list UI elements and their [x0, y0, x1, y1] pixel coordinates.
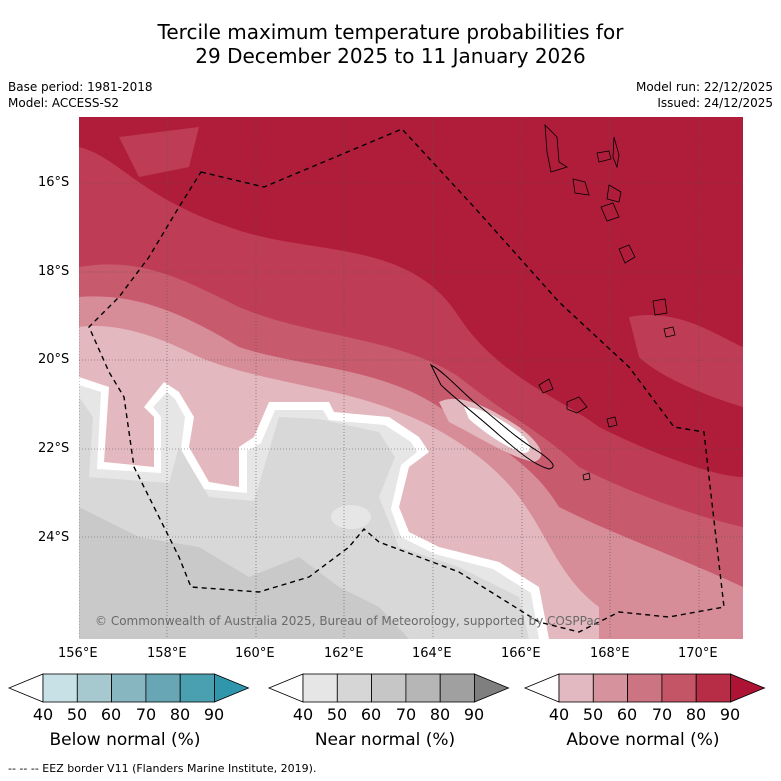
cbar-above-tick-90: 90: [719, 705, 741, 724]
map-copyright: © Commonwealth of Australia 2025, Bureau…: [95, 614, 601, 628]
cbar-above-tick-40: 40: [548, 705, 570, 724]
cbar-below-segment: [42, 673, 78, 703]
cbar-near-high-arrow: [474, 673, 510, 703]
lat-tick-20s: 20°S: [38, 352, 70, 367]
island-outline: [538, 378, 554, 394]
cbar-above-segment: [592, 673, 628, 703]
lon-tick-156e: 156°E: [58, 646, 98, 661]
region-above-80-north: [119, 127, 199, 177]
lat-tick-24s: 24°S: [38, 530, 70, 545]
cbar-above-tick-60: 60: [616, 705, 638, 724]
cbar-above-high-arrow: [730, 673, 766, 703]
island-outline: [612, 136, 620, 169]
lat-tick-18s: 18°S: [38, 264, 70, 279]
island-outline: [606, 416, 618, 428]
cbar-near-segment: [405, 673, 441, 703]
island-outline: [606, 184, 622, 203]
island-outline: [566, 396, 588, 414]
region-near-60: [79, 507, 409, 639]
lon-tick-168e: 168°E: [590, 646, 630, 661]
gridlines: [79, 117, 743, 639]
cbar-below-segment: [179, 673, 215, 703]
title-line-2: 29 December 2025 to 11 January 2026: [195, 44, 586, 68]
cbar-below-segment: [111, 673, 147, 703]
cbar-below-segment: [76, 673, 113, 703]
cbar-near-segment: [336, 673, 372, 703]
cbar-above-segment: [627, 673, 663, 703]
title-line-1: Tercile maximum temperature probabilitie…: [157, 20, 624, 44]
map-svg: [79, 117, 743, 639]
model-name: Model: ACCESS-S2: [8, 96, 120, 110]
probability-map: [79, 117, 743, 639]
lon-tick-164e: 164°E: [412, 646, 452, 661]
lat-tick-16s: 16°S: [38, 175, 70, 190]
eez-footer-note: -- -- -- EEZ border V11 (Flanders Marine…: [8, 762, 317, 775]
cbar-above-tick-70: 70: [651, 705, 673, 724]
lon-tick-166e: 166°E: [501, 646, 541, 661]
cbar-near-segment: [371, 673, 407, 703]
lon-tick-162e: 162°E: [324, 646, 364, 661]
lon-tick-160e: 160°E: [235, 646, 275, 661]
cbar-below-high-arrow: [214, 673, 250, 703]
cbar-above-tick-50: 50: [582, 705, 604, 724]
island-outline: [572, 178, 590, 196]
cbar-below-label: Below normal (%): [49, 730, 201, 750]
model-run: Model run: 22/12/2025: [635, 80, 773, 94]
lon-tick-170e: 170°E: [678, 646, 718, 661]
island-outline: [663, 326, 676, 338]
cbar-above-segment: [695, 673, 731, 703]
cbar-below-tick-90: 90: [203, 705, 225, 724]
cbar-below-tick-60: 60: [100, 705, 122, 724]
cbar-near-tick-60: 60: [360, 705, 382, 724]
cbar-below-low-arrow: [7, 673, 44, 703]
issued-date: Issued: 24/12/2025: [657, 96, 773, 110]
island-outline: [582, 472, 591, 481]
lat-tick-22s: 22°S: [38, 441, 70, 456]
cbar-above-tick-80: 80: [685, 705, 707, 724]
cbar-near-segment: [302, 673, 338, 703]
island-outline: [544, 123, 568, 173]
lon-tick-158e: 158°E: [147, 646, 187, 661]
new-caledonia-outline: [429, 363, 554, 470]
base-period: Base period: 1981-2018: [8, 80, 153, 94]
cbar-near-low-arrow: [267, 673, 304, 703]
cbar-above-low-arrow: [523, 673, 560, 703]
island-outline: [600, 202, 620, 222]
cbar-above-segment: [558, 673, 594, 703]
cbar-below-segment: [145, 673, 181, 703]
island-outline: [652, 298, 668, 316]
cbar-below-tick-40: 40: [32, 705, 54, 724]
cbar-above-segment: [661, 673, 697, 703]
cbar-near-tick-40: 40: [292, 705, 314, 724]
eez-border: [88, 128, 725, 633]
island-outline: [618, 244, 636, 264]
cbar-near-tick-90: 90: [463, 705, 485, 724]
cbar-near-label: Near normal (%): [314, 730, 456, 750]
region-near-40-patch: [331, 505, 371, 529]
cbar-near-segment: [439, 673, 475, 703]
cbar-near-tick-80: 80: [429, 705, 451, 724]
island-outline: [596, 150, 612, 163]
cbar-below-tick-80: 80: [169, 705, 191, 724]
cbar-below-tick-70: 70: [135, 705, 157, 724]
cbar-above-label: Above normal (%): [566, 730, 720, 750]
cbar-near-tick-50: 50: [326, 705, 348, 724]
cbar-below-tick-50: 50: [66, 705, 88, 724]
cbar-near-tick-70: 70: [395, 705, 417, 724]
region-above-80-east: [629, 314, 743, 407]
colorbars: [7, 673, 766, 703]
